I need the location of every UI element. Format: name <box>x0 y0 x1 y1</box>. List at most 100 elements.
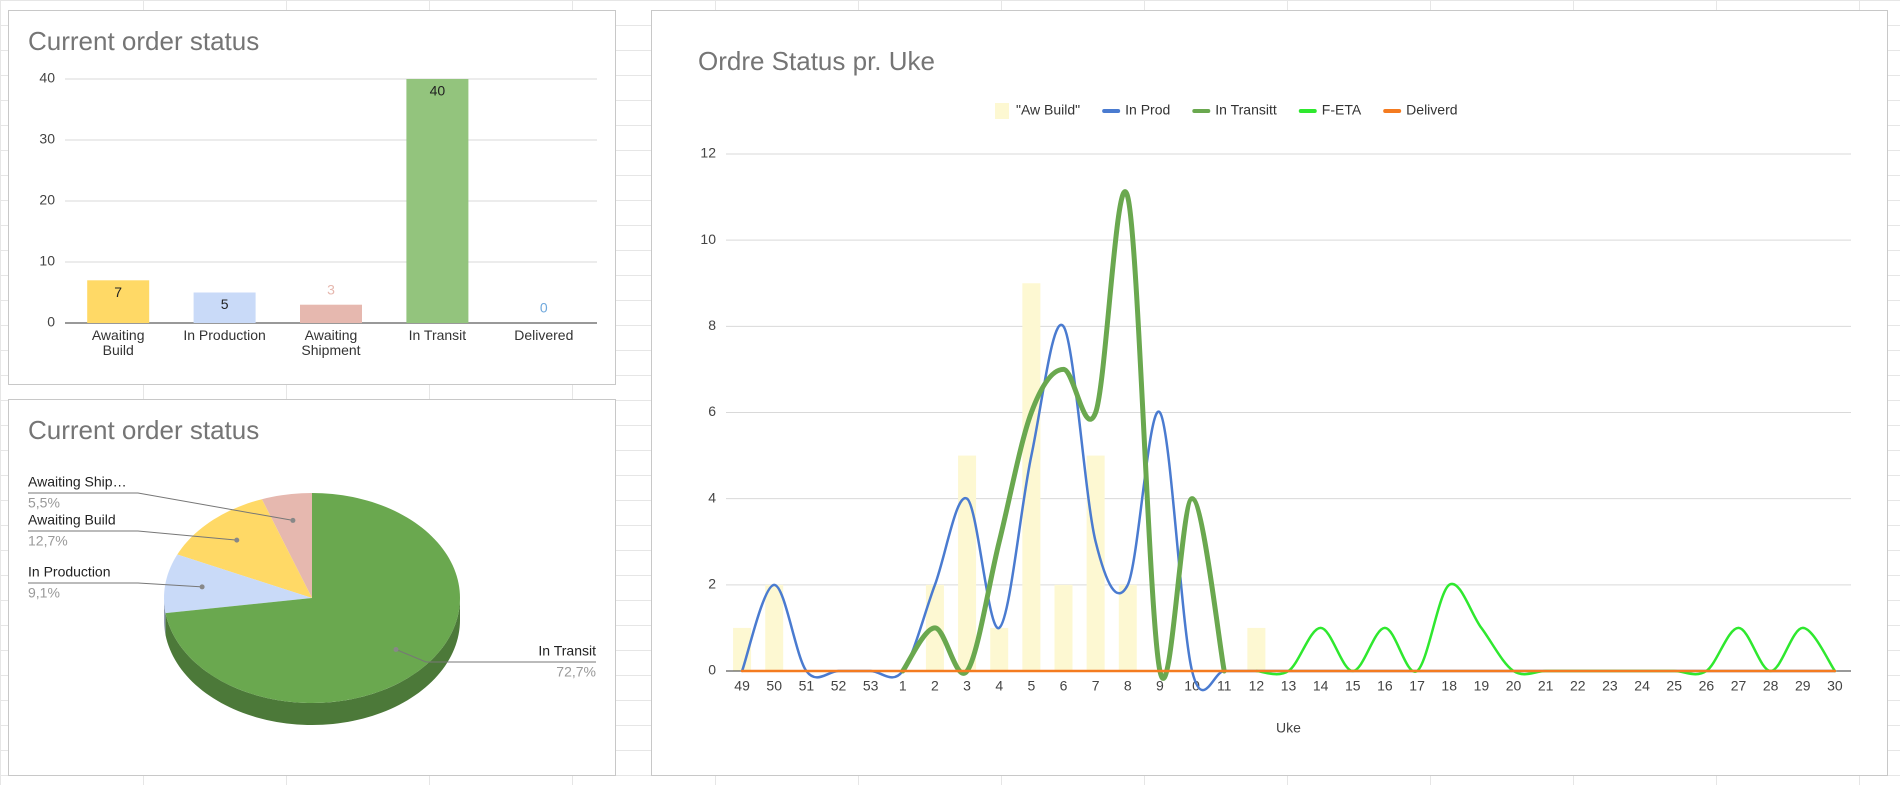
slice-label: Awaiting Ship… <box>28 474 127 490</box>
x-tick-label: 22 <box>1570 678 1586 694</box>
bar-panel: Current order status 0 10 20 30 40 7 Awaiting … <box>8 10 616 385</box>
y-tick-label: 30 <box>39 131 55 147</box>
line-series <box>1255 582 1837 676</box>
x-tick-label: 1 <box>899 678 907 694</box>
pie-panel: Current order status Awaiting Ship… 5,5% A… <box>8 399 616 776</box>
combo-panel: Ordre Status pr. Uke 0 2 4 6 8 10 12 49 50 51 52 53… <box>651 10 1888 776</box>
legend-label: In Prod <box>1125 102 1170 118</box>
x-tick-label: 8 <box>1124 678 1132 694</box>
x-tick-label-box: Delivered <box>514 328 574 343</box>
value-label: 7 <box>114 284 122 300</box>
bar <box>990 627 1009 671</box>
bar <box>300 304 362 323</box>
y-tick-label: 6 <box>708 403 716 419</box>
leader-dot <box>234 537 240 543</box>
leader-line <box>28 530 237 541</box>
x-tick-label: 53 <box>863 678 879 694</box>
y-tick-label: 10 <box>700 231 716 247</box>
pie-side <box>164 598 166 636</box>
x-axis-title: Uke <box>1276 720 1301 736</box>
x-tick-label: 26 <box>1699 678 1715 694</box>
line-series <box>900 189 1227 681</box>
x-tick-label: 28 <box>1763 678 1779 694</box>
x-tick-label: 29 <box>1795 678 1811 694</box>
legend-label: "Aw Build" <box>1016 102 1080 118</box>
leader-dot <box>393 647 399 653</box>
x-tick-label: 14 <box>1313 678 1329 694</box>
bar-chart: Current order status 0 10 20 30 40 7 Awaiting … <box>28 26 597 358</box>
y-tick-label: 2 <box>708 576 716 592</box>
bar <box>1247 627 1266 671</box>
leader-line <box>28 582 203 588</box>
slice-label: In Transit <box>538 643 596 659</box>
x-tick-label: In Transit <box>408 328 467 343</box>
pie-slice <box>261 493 312 598</box>
x-tick-label: In Production <box>183 328 266 343</box>
line-series <box>740 323 1837 692</box>
slice-label: Awaiting Build <box>28 512 116 528</box>
x-tick-label: Awaiting Shipment <box>301 328 361 358</box>
x-tick-label-box: Awaiting Build <box>91 328 145 358</box>
slice-value-label: 12,7% <box>28 533 68 549</box>
x-tick-label-box: Awaiting Shipment <box>301 328 361 358</box>
y-tick-label: 20 <box>39 192 55 208</box>
pie-side <box>165 598 461 725</box>
x-tick-label: 30 <box>1827 678 1843 694</box>
x-tick-label: 9 <box>1156 678 1164 694</box>
x-tick-label: 4 <box>995 678 1003 694</box>
chart-title: Current order status <box>28 415 259 445</box>
x-tick-label: 21 <box>1538 678 1554 694</box>
x-tick-label-box: In Transit <box>408 328 467 343</box>
value-label: 5 <box>221 296 229 312</box>
y-tick-label: 0 <box>47 314 55 330</box>
pie-slice <box>177 499 312 598</box>
x-tick-label: 6 <box>1060 678 1068 694</box>
x-tick-label: 15 <box>1345 678 1361 694</box>
x-tick-label: 23 <box>1602 678 1618 694</box>
x-tick-label: 24 <box>1634 678 1650 694</box>
x-tick-label: 27 <box>1731 678 1747 694</box>
legend-label: Deliverd <box>1406 102 1457 118</box>
bar <box>1118 584 1137 671</box>
x-tick-label: 51 <box>799 678 815 694</box>
x-tick-label: 7 <box>1092 678 1100 694</box>
bar <box>406 79 469 323</box>
value-label: 3 <box>327 281 335 297</box>
pie-slice <box>164 554 312 614</box>
legend-swatch <box>995 103 1009 119</box>
x-tick-label: 3 <box>963 678 971 694</box>
y-tick-label: 12 <box>700 145 716 161</box>
x-tick-label: 25 <box>1666 678 1682 694</box>
bar <box>1022 283 1041 671</box>
y-tick-label: 0 <box>708 662 716 678</box>
slice-value-label: 9,1% <box>28 585 60 601</box>
x-tick-label: 2 <box>931 678 939 694</box>
slice-label: In Production <box>28 564 111 580</box>
y-tick-label: 10 <box>39 253 55 269</box>
y-tick-label: 8 <box>708 317 716 333</box>
x-tick-label: 50 <box>766 678 782 694</box>
leader-dot <box>290 517 296 523</box>
bar <box>193 292 256 323</box>
x-tick-label: 19 <box>1474 678 1490 694</box>
chart-title: Ordre Status pr. Uke <box>698 46 935 76</box>
x-tick-label: Delivered <box>514 328 574 343</box>
x-tick-label: 13 <box>1281 678 1297 694</box>
bar <box>765 584 784 671</box>
bar <box>958 455 977 671</box>
y-tick-label: 4 <box>708 489 716 505</box>
x-tick-label: Awaiting Build <box>91 328 145 358</box>
y-tick-label: 40 <box>39 70 55 86</box>
x-tick-label: 49 <box>734 678 750 694</box>
x-tick-label: 5 <box>1027 678 1035 694</box>
pie-chart: Current order status Awaiting Ship… 5,5%A… <box>28 415 596 725</box>
leader-dot <box>199 584 205 590</box>
x-tick-label-box: In Production <box>183 328 266 343</box>
x-tick-label: 11 <box>1217 678 1232 694</box>
slice-value-label: 72,7% <box>556 664 596 680</box>
bar <box>87 280 150 323</box>
x-tick-label: 17 <box>1409 678 1425 694</box>
chart-title: Current order status <box>28 26 259 56</box>
